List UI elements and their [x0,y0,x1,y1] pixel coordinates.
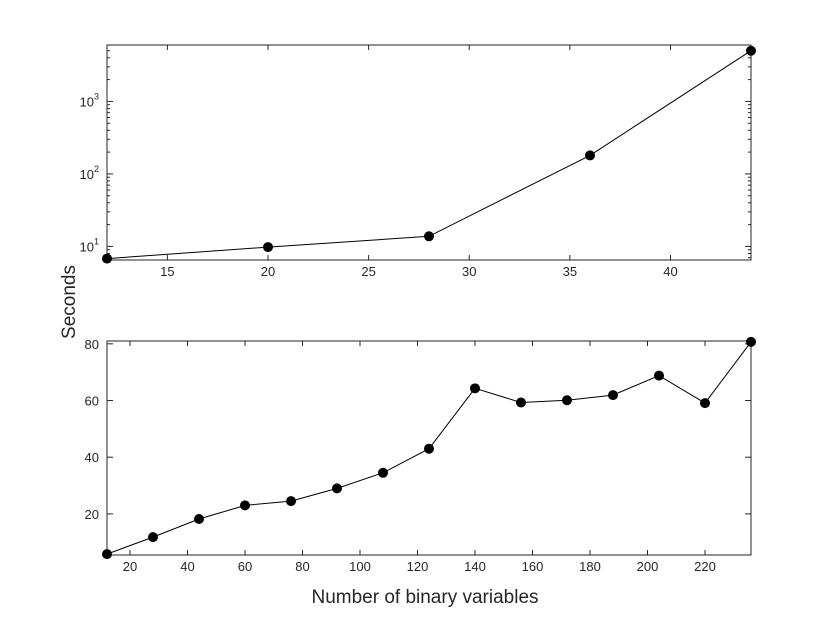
bottom-x-tick-label: 120 [407,559,429,574]
bottom-chart-panel: 20 40 60 80 100 120 140 160 180 200 22020406080Num… [85,337,756,608]
bottom-axes-box [106,340,752,556]
bottom-data-point [378,467,388,478]
bottom-x-tick-label: 80 [295,559,309,574]
bottom-y-tick-label: 80 [85,337,99,352]
top-data-point [424,231,434,242]
bottom-x-tick-label: 140 [464,559,486,574]
bottom-x-tick-label: 160 [522,559,544,574]
bottom-x-tick-label: 220 [694,559,716,574]
top-x-tick-label: 35 [563,264,577,279]
top-y-tick-exponent: 1 [94,236,99,246]
top-data-point [585,150,595,161]
bottom-y-tick-label: 40 [85,450,99,465]
top-y-tick-label: 101 [80,236,99,254]
x-axis-label: Number of binary variables [311,587,538,608]
top-y-tick-label: 103 [80,91,99,109]
top-y-tick-label: 102 [80,164,99,182]
bottom-data-point [240,500,250,511]
bottom-data-point [424,443,434,454]
bottom-x-tick-label: 20 [123,559,137,574]
bottom-data-point [654,370,664,381]
top-series-line [106,50,752,260]
top-x-tick-label: 20 [261,264,275,279]
bottom-data-point [516,397,526,408]
top-y-tick-exponent: 2 [94,164,99,174]
bottom-data-point [562,395,572,406]
top-x-tick-label: 15 [160,264,174,279]
bottom-data-point [148,532,158,543]
top-chart-panel: 15 20 25 30 35 40 101 102 103 [80,44,756,279]
top-x-tick-label: 40 [663,264,677,279]
bottom-data-point [608,390,618,401]
bottom-data-point [746,336,756,347]
bottom-x-tick-label: 60 [238,559,252,574]
bottom-data-point [102,549,112,560]
bottom-data-point [286,496,296,507]
top-data-point [263,242,273,253]
top-axes-box [106,44,752,261]
bottom-x-tick-label: 100 [349,559,371,574]
bottom-data-point [332,483,342,494]
top-x-tick-label: 25 [361,264,375,279]
bottom-data-point [194,514,204,525]
top-data-point [102,253,112,264]
top-y-tick-exponent: 3 [94,91,99,101]
shared-y-axis-label: Seconds [59,265,80,339]
top-x-tick-label: 30 [462,264,476,279]
bottom-y-tick-label: 20 [85,507,99,522]
bottom-data-point [470,383,480,394]
bottom-x-tick-label: 200 [637,559,659,574]
bottom-data-point [700,398,710,409]
bottom-x-tick-label: 40 [180,559,194,574]
bottom-y-tick-label: 60 [85,394,99,409]
bottom-x-tick-label: 180 [579,559,601,574]
top-data-point [746,45,756,56]
